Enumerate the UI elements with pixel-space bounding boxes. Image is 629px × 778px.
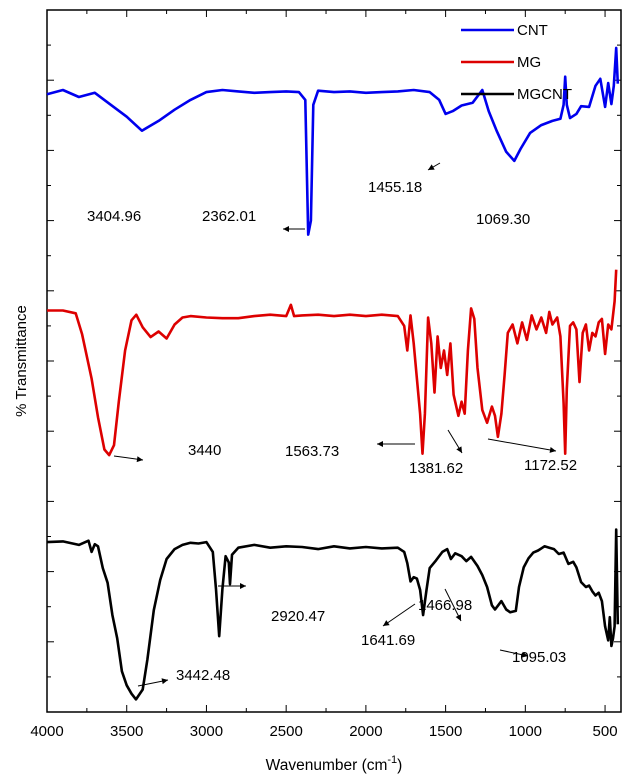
peak-arrow-head (377, 441, 383, 447)
peak-arrow-head (383, 620, 390, 626)
peak-label: 1641.69 (361, 632, 415, 649)
peak-label: 2362.01 (202, 208, 256, 225)
series-line-cnt (46, 46, 620, 236)
peak-label: 1069.30 (476, 211, 530, 228)
peak-arrow-head (549, 447, 556, 453)
peak-label: 3404.96 (87, 208, 141, 225)
peak-arrow-head (240, 583, 246, 589)
x-tick-label: 500 (593, 723, 618, 740)
peak-arrow-head (455, 614, 461, 621)
x-axis-label: Wavenumber (cm-1) (266, 754, 403, 774)
series-line-mg (47, 269, 618, 457)
peak-arrow-head (161, 678, 168, 685)
peak-label: 1095.03 (512, 649, 566, 666)
series-line-mgcnt (46, 528, 620, 701)
x-tick-label: 3500 (110, 723, 143, 740)
y-axis-label: % Transmittance (13, 305, 30, 417)
legend-label-cnt: CNT (517, 22, 548, 39)
y-tick-marks (47, 9, 621, 713)
legend-label-mgcnt: MGCNT (517, 86, 572, 103)
x-tick-label: 1000 (509, 723, 542, 740)
peak-arrow-head (521, 651, 528, 658)
peak-arrow-head (428, 164, 435, 170)
peak-label: 2920.47 (271, 608, 325, 625)
peak-label: 3442.48 (176, 667, 230, 684)
x-tick-label: 4000 (30, 723, 63, 740)
peak-arrow (382, 603, 416, 627)
peak-arrow-head (136, 456, 143, 463)
x-tick-label: 2500 (269, 723, 302, 740)
series-lines (46, 46, 620, 701)
peak-arrow-head (283, 226, 289, 232)
x-tick-label: 1500 (429, 723, 462, 740)
x-tick-marks: 4000 3500 3000 2500 2000 1500 1000 500 (30, 10, 618, 740)
peak-label: 1455.18 (368, 179, 422, 196)
peak-annotations: 3404.96 2362.01 1455.18 1069.30 3440 1563.73 1… (87, 162, 577, 687)
plot-frame (46, 9, 622, 713)
peak-arrow-head (456, 446, 462, 453)
peak-arrow (487, 438, 557, 452)
peak-label: 1466.98 (418, 597, 472, 614)
x-tick-label: 3000 (190, 723, 223, 740)
peak-label: 1172.52 (524, 457, 577, 474)
peak-label: 1563.73 (285, 443, 339, 460)
legend: CNT MG MGCNT (461, 22, 572, 103)
peak-label: 1381.62 (409, 460, 463, 477)
x-axis-label-superscript: -1 (387, 754, 397, 766)
legend-label-mg: MG (517, 54, 541, 71)
x-tick-label: 2000 (349, 723, 382, 740)
peak-label: 3440 (188, 442, 221, 459)
